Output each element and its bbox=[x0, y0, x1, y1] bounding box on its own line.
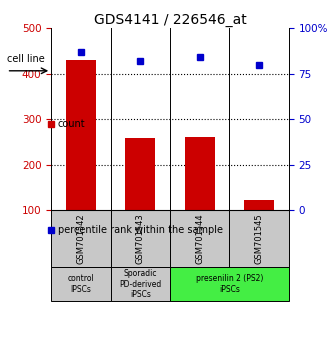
Bar bbox=[229, 210, 289, 267]
Bar bbox=[170, 267, 289, 301]
Bar bbox=[111, 267, 170, 301]
Bar bbox=[111, 210, 170, 267]
Bar bbox=[125, 138, 155, 210]
Text: Sporadic
PD-derived
iPSCs: Sporadic PD-derived iPSCs bbox=[119, 269, 161, 299]
Text: GSM701544: GSM701544 bbox=[195, 213, 204, 264]
Title: GDS4141 / 226546_at: GDS4141 / 226546_at bbox=[94, 13, 246, 27]
Bar bbox=[244, 200, 274, 210]
Text: GSM701545: GSM701545 bbox=[254, 213, 264, 264]
Text: GSM701542: GSM701542 bbox=[76, 213, 85, 264]
Text: presenilin 2 (PS2)
iPSCs: presenilin 2 (PS2) iPSCs bbox=[196, 274, 263, 294]
Text: cell line: cell line bbox=[7, 54, 44, 64]
Bar bbox=[66, 60, 96, 210]
Bar bbox=[170, 210, 229, 267]
Bar bbox=[51, 267, 111, 301]
Bar bbox=[185, 137, 214, 210]
Text: GSM701543: GSM701543 bbox=[136, 213, 145, 264]
Bar bbox=[51, 210, 111, 267]
Text: percentile rank within the sample: percentile rank within the sample bbox=[58, 225, 223, 235]
Text: count: count bbox=[58, 119, 85, 129]
Text: control
IPSCs: control IPSCs bbox=[67, 274, 94, 294]
